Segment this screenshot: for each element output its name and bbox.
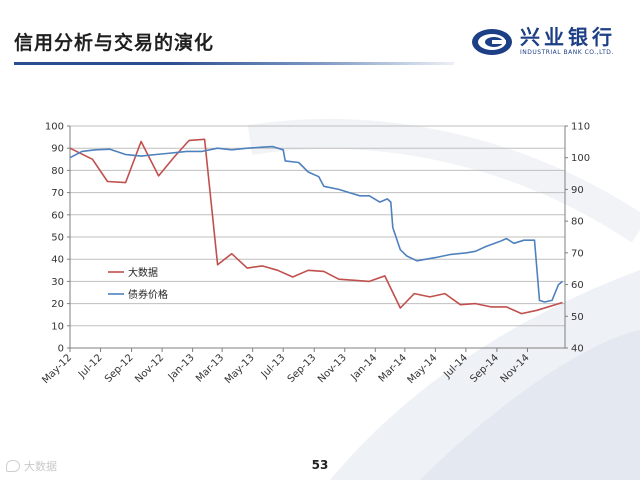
y-left-tick-label: 90 xyxy=(51,144,64,155)
y-right-tick-label: 60 xyxy=(571,280,584,291)
logo-name-en: INDUSTRIAL BANK CO.,LTD. xyxy=(520,49,614,56)
logo-name-cn: 兴业银行 xyxy=(520,25,616,49)
y-right-tick-label: 40 xyxy=(571,344,584,355)
y-right-tick-label: 70 xyxy=(571,248,584,259)
x-tick-label: Nov-12 xyxy=(133,352,166,385)
watermark: 大数据 xyxy=(6,458,57,474)
chart-axes: 0 10 20 30 40 50 60 70 80 90 100 40 50 60 70 80 90 100 110… xyxy=(40,122,590,387)
page-number: 53 xyxy=(311,458,329,472)
x-tick-label: May-12 xyxy=(40,352,74,386)
x-tick-label: May-14 xyxy=(406,352,440,386)
x-tick-label: May-13 xyxy=(223,352,257,386)
industrial-bank-logo-icon xyxy=(472,28,512,55)
series-line-bond-price xyxy=(69,145,563,303)
slide-title: 信用分析与交易的演化 xyxy=(14,32,215,54)
bank-logo: 兴业银行 INDUSTRIAL BANK CO.,LTD. xyxy=(470,26,616,57)
x-tick-label: Sep-12 xyxy=(103,352,136,385)
y-left-tick-label: 0 xyxy=(58,344,64,355)
y-right-tick-label: 90 xyxy=(571,185,584,196)
x-tick-label: Nov-14 xyxy=(499,352,532,385)
y-left-tick-label: 80 xyxy=(51,166,64,177)
legend-label: 大数据 xyxy=(128,266,158,279)
series-line-big-data xyxy=(69,138,563,315)
x-tick-label: Mar-14 xyxy=(377,352,409,384)
y-left-tick-label: 10 xyxy=(51,321,64,332)
chat-bubble-icon xyxy=(6,460,20,472)
y-left-tick-label: 40 xyxy=(51,255,64,266)
y-right-tick-label: 80 xyxy=(571,217,584,228)
legend-label: 债券价格 xyxy=(128,288,168,301)
y-left-tick-label: 30 xyxy=(51,277,64,288)
watermark-text: 大数据 xyxy=(24,460,57,473)
x-tick-label: Nov-13 xyxy=(316,352,349,385)
x-tick-label: Jan-14 xyxy=(348,352,379,383)
grid-lines xyxy=(70,125,565,327)
y-left-tick-label: 100 xyxy=(45,122,64,133)
y-left-tick-label: 60 xyxy=(51,210,64,221)
x-tick-label: Jul-13 xyxy=(259,352,288,381)
y-left-tick-label: 50 xyxy=(51,233,64,244)
y-right-tick-label: 110 xyxy=(571,122,590,133)
x-tick-label: Jul-14 xyxy=(441,352,470,381)
chart-series xyxy=(69,138,563,315)
x-tick-label: Sep-13 xyxy=(286,352,319,385)
x-tick-label: Jul-12 xyxy=(76,352,105,381)
y-left-tick-label: 70 xyxy=(51,188,64,199)
y-left-tick-label: 20 xyxy=(51,299,64,310)
title-underline xyxy=(14,62,454,65)
x-tick-label: Jan-13 xyxy=(166,352,197,383)
y-right-tick-label: 100 xyxy=(571,153,590,164)
y-right-tick-label: 50 xyxy=(571,312,584,323)
x-tick-label: Sep-14 xyxy=(468,352,501,385)
x-tick-label: Mar-13 xyxy=(194,352,226,384)
